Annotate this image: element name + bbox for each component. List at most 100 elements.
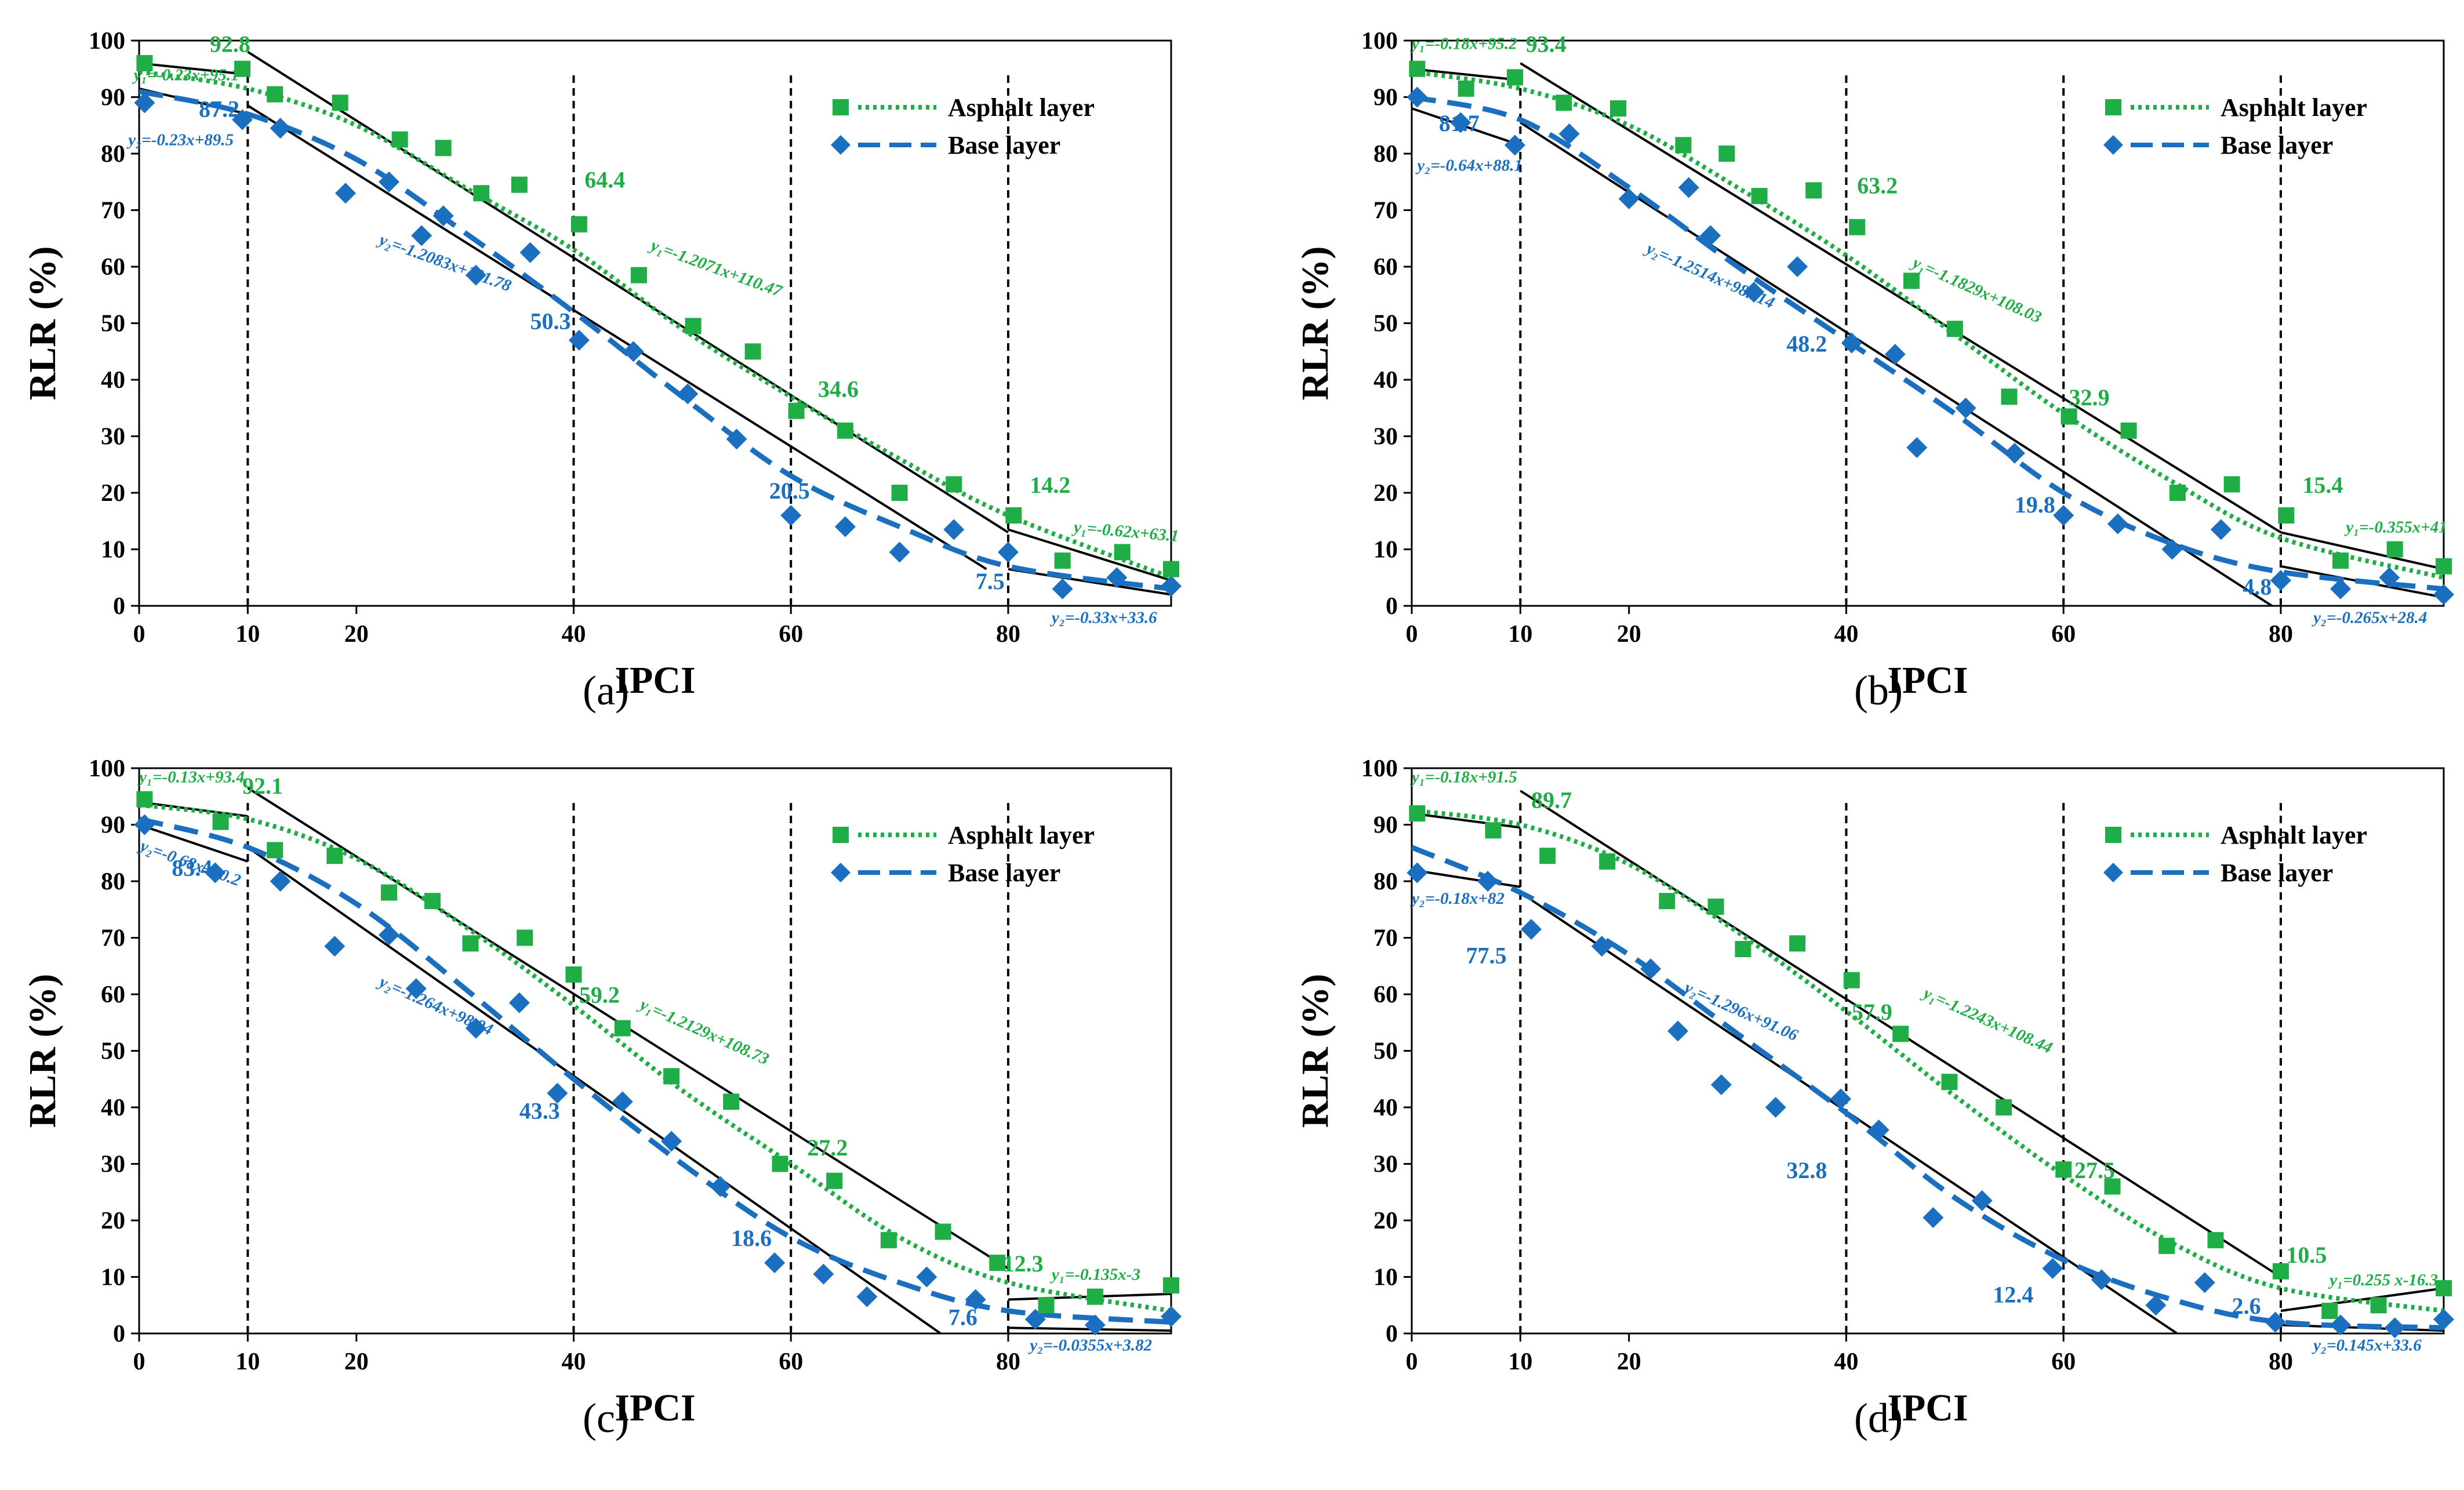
base-layer-point bbox=[1161, 575, 1182, 597]
y-tick-label: 20 bbox=[1373, 1208, 1398, 1234]
base-layer-point bbox=[813, 1263, 834, 1285]
x-tick-label: 40 bbox=[1834, 621, 1858, 648]
y-tick-label: 100 bbox=[1361, 755, 1398, 782]
asphalt-layer-point bbox=[2001, 388, 2018, 405]
y-tick-label: 10 bbox=[101, 1264, 125, 1291]
value-label: 83.4 bbox=[172, 855, 212, 881]
value-label: 4.8 bbox=[2243, 574, 2272, 600]
base-layer-point bbox=[1922, 1207, 1944, 1229]
y-tick-label: 70 bbox=[101, 198, 125, 224]
legend-base-label: Base layer bbox=[948, 859, 1060, 887]
asphalt-layer-point bbox=[2169, 485, 2186, 501]
x-tick-label: 10 bbox=[1508, 621, 1532, 648]
chart-svg: 0 10 20 30 40 50 60 70 80 90 100 0 10 20 40 60 80 IPCI RLR… bbox=[1294, 28, 2454, 714]
base-layer-point bbox=[568, 329, 590, 351]
value-label: 48.2 bbox=[1786, 330, 1827, 357]
asphalt-layer-point bbox=[1946, 321, 1963, 337]
asphalt-layer-point bbox=[1675, 137, 1692, 154]
y-tick-label: 70 bbox=[101, 925, 125, 952]
y-axis-title: RLR (%) bbox=[1294, 246, 1336, 401]
base-layer-point bbox=[2265, 1311, 2286, 1333]
value-label: 27.2 bbox=[807, 1135, 848, 1161]
regression-equation: y₂=-0.23x+89.5 bbox=[126, 130, 234, 149]
asphalt-layer-point bbox=[1539, 848, 1556, 864]
y-tick-label: 50 bbox=[101, 311, 125, 337]
base-layer-point bbox=[997, 542, 1019, 563]
asphalt-layer-point bbox=[1163, 561, 1179, 577]
asphalt-layer-point bbox=[380, 884, 397, 901]
x-tick-label: 60 bbox=[779, 621, 803, 648]
base-layer-point bbox=[623, 341, 644, 362]
asphalt-layer-point bbox=[473, 185, 490, 202]
base-layer-point bbox=[1407, 86, 1428, 108]
base-layer-point bbox=[764, 1252, 786, 1274]
asphalt-layer-point bbox=[1903, 272, 1920, 289]
x-tick-label: 80 bbox=[996, 621, 1020, 648]
y-tick-label: 90 bbox=[1373, 812, 1398, 839]
plot-area bbox=[139, 50, 1171, 606]
linear-fit-line bbox=[1412, 868, 1521, 888]
asphalt-layer-point bbox=[136, 55, 153, 71]
value-label: 59.2 bbox=[579, 982, 620, 1008]
base-layer-point bbox=[1971, 1190, 1993, 1211]
regression-equation: y₁=-1.2071x+110.47 bbox=[646, 235, 785, 301]
legend-base-label: Base layer bbox=[2220, 859, 2333, 887]
regression-equation: y₂=-0.33x+33.6 bbox=[1050, 608, 1157, 627]
linear-fit-line bbox=[247, 104, 987, 570]
linear-fit-line bbox=[247, 50, 1009, 533]
base-layer-point bbox=[965, 1289, 986, 1310]
base-layer-point bbox=[1743, 281, 1765, 303]
asphalt-layer-point bbox=[2104, 1178, 2121, 1195]
y-axis-title: RLR (%) bbox=[1294, 974, 1336, 1128]
value-label: 34.6 bbox=[818, 376, 859, 402]
base-layer-point bbox=[405, 978, 427, 1000]
asphalt-layer-point bbox=[1941, 1074, 1958, 1091]
asphalt-layer-point bbox=[234, 60, 250, 77]
x-tick-label: 60 bbox=[779, 1349, 803, 1375]
base-layer-point bbox=[1884, 344, 1906, 365]
legend-base-label: Base layer bbox=[2220, 131, 2333, 159]
x-tick-label: 80 bbox=[2269, 621, 2293, 648]
y-tick-label: 90 bbox=[101, 812, 125, 839]
asphalt-layer-point bbox=[2436, 558, 2452, 575]
base-layer-point bbox=[2042, 1258, 2063, 1279]
base-layer-point bbox=[1450, 112, 1471, 133]
base-layer-point bbox=[134, 814, 155, 835]
base-layer-point bbox=[1787, 256, 1808, 277]
asphalt-layer-point bbox=[880, 1232, 897, 1249]
y-tick-label: 0 bbox=[1386, 1321, 1398, 1347]
base-layer-point bbox=[411, 225, 433, 246]
base-layer-point bbox=[1106, 567, 1128, 588]
regression-equation: y₁=-1.2243x+108.44 bbox=[1919, 983, 2055, 1057]
base-layer-point bbox=[270, 871, 291, 892]
chart-panel-d: 0 10 20 30 40 50 60 70 80 90 100 0 10 20 40 60 80 IPCI RLR… bbox=[1273, 728, 2464, 1458]
value-label: 32.8 bbox=[1786, 1157, 1827, 1183]
x-tick-label: 60 bbox=[2051, 1349, 2076, 1375]
base-layer-point bbox=[1558, 123, 1580, 144]
base-layer-point bbox=[1504, 135, 1525, 156]
asphalt-layer-point bbox=[1751, 188, 1768, 205]
base-layer-point bbox=[378, 171, 399, 192]
asphalt-layer-point bbox=[826, 1172, 843, 1189]
chart-svg: 0 10 20 30 40 50 60 70 80 90 100 0 10 20 40 60 80 IPCI RLR… bbox=[21, 755, 1182, 1441]
value-label: 92.8 bbox=[210, 31, 250, 57]
value-label: 12.4 bbox=[1993, 1281, 2033, 1307]
legend-base-marker bbox=[2103, 863, 2123, 882]
asphalt-layer-point bbox=[435, 140, 452, 157]
asphalt-layer-point bbox=[391, 131, 408, 148]
value-label: 7.5 bbox=[976, 568, 1005, 594]
chart-panel-b: 0 10 20 30 40 50 60 70 80 90 100 0 10 20 40 60 80 IPCI RLR… bbox=[1273, 0, 2464, 731]
base-layer-point bbox=[519, 242, 541, 263]
base-layer-point bbox=[2091, 1269, 2112, 1291]
x-tick-label: 20 bbox=[1617, 621, 1641, 648]
panel-caption: (b) bbox=[1854, 667, 1903, 714]
asphalt-layer-point bbox=[2386, 541, 2403, 558]
base-layer-point bbox=[1667, 1020, 1689, 1042]
y-tick-label: 50 bbox=[1373, 311, 1398, 337]
asphalt-layer-point bbox=[1114, 544, 1131, 561]
base-layer-point bbox=[1477, 871, 1499, 892]
base-layer-point bbox=[2004, 442, 2025, 464]
linear-fit-line bbox=[1412, 67, 1521, 82]
y-tick-label: 30 bbox=[101, 1151, 125, 1178]
y-tick-label: 40 bbox=[1373, 367, 1398, 394]
